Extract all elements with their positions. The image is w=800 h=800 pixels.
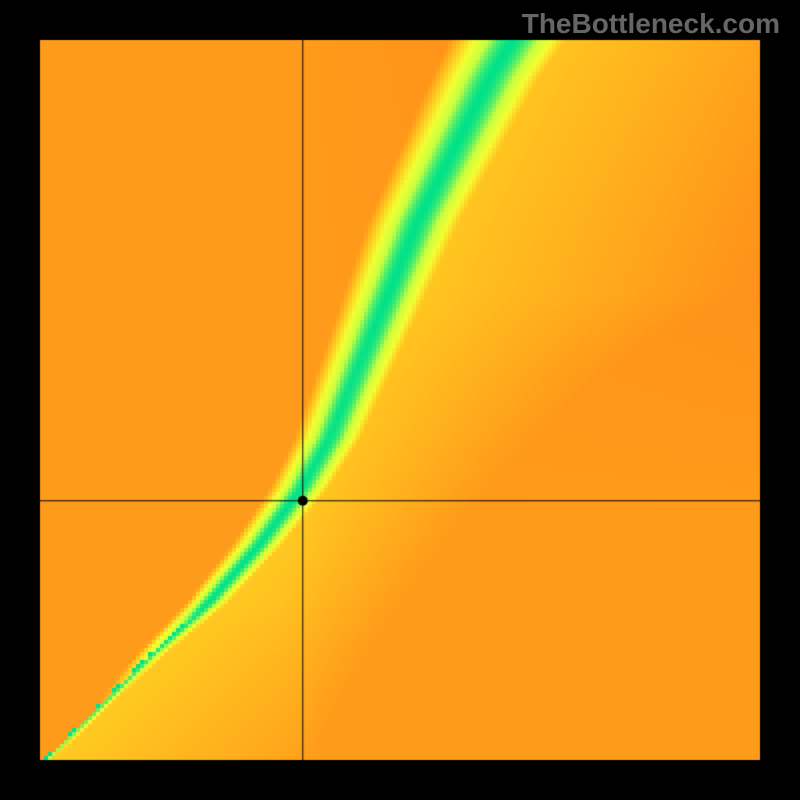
bottleneck-heatmap [0,0,800,800]
chart-container: TheBottleneck.com [0,0,800,800]
